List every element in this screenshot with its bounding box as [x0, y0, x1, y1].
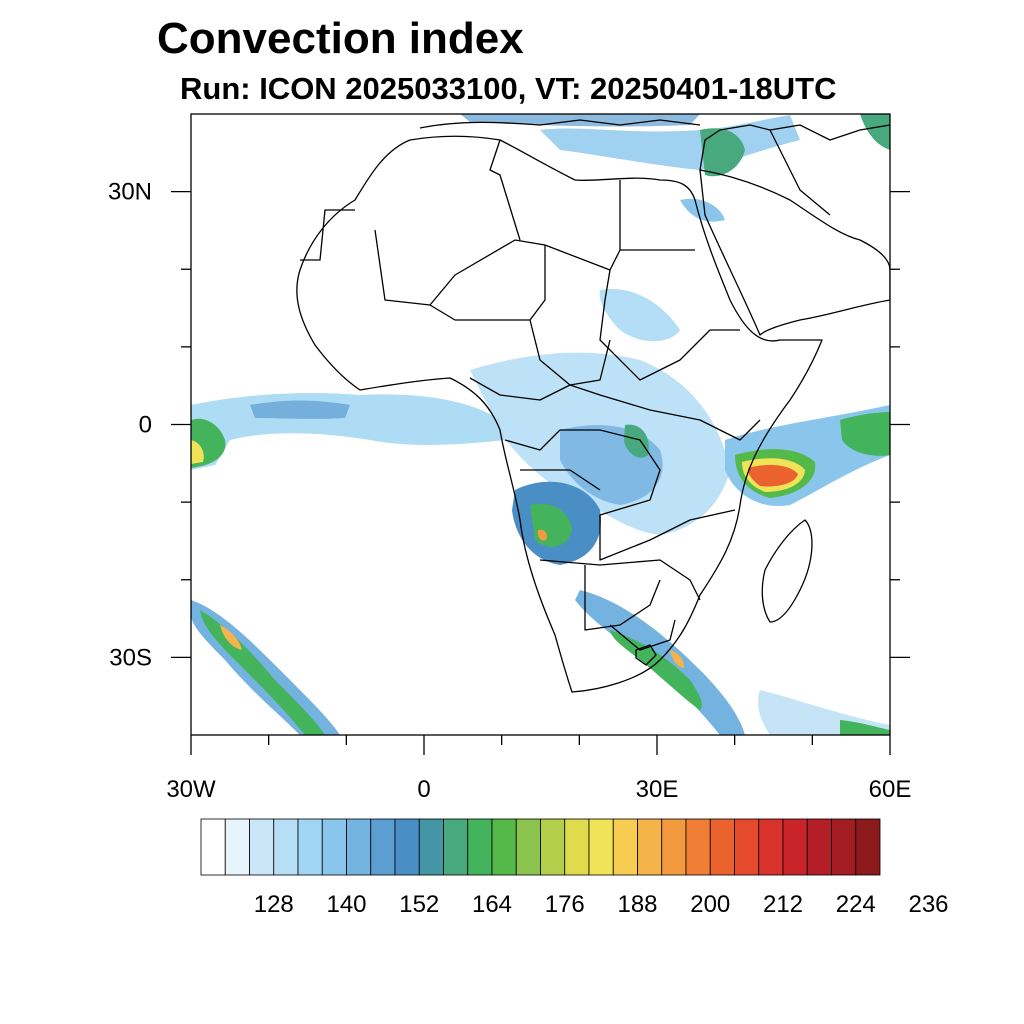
colorbar-swatch [588, 818, 614, 876]
border-line-6 [599, 269, 740, 381]
shading-congo-green [624, 424, 649, 458]
shading-atlantic-mid [250, 400, 350, 419]
convection-shading [191, 114, 890, 735]
colorbar-swatch [661, 818, 687, 876]
colorbar-swatch [443, 818, 469, 876]
border-line-8 [469, 377, 761, 441]
border-line-13 [609, 619, 676, 651]
colorbar-swatch [273, 818, 299, 876]
middle-east-border [769, 129, 831, 216]
lat-label: 30S [109, 644, 152, 671]
shading-atlantic-hot [191, 440, 204, 464]
lat-label: 0 [139, 412, 152, 439]
colorbar-label: 212 [763, 891, 803, 918]
colorbar-swatch [540, 818, 566, 876]
shading-atlantic-band [191, 393, 505, 470]
colorbar-swatch [491, 818, 517, 876]
colorbar-swatch [734, 818, 760, 876]
colorbar-swatch [806, 818, 832, 876]
arabia-coastline [699, 169, 890, 336]
axis-tick-labels: 30N 0 30S 30W 0 30E 60E [108, 179, 911, 803]
colorbar-swatch [612, 818, 638, 876]
border-line-5 [529, 245, 611, 386]
axis-ticks [171, 190, 910, 755]
colorbar-swatch [346, 818, 372, 876]
colorbar-swatch [394, 818, 420, 876]
colorbar-swatch [637, 818, 663, 876]
shading-southern-hot [670, 650, 685, 668]
shading-angola-hot [537, 529, 547, 541]
lon-label: 60E [869, 776, 912, 803]
colorbar-label: 128 [254, 891, 294, 918]
colorbar-swatch [200, 818, 226, 876]
border-line-12 [584, 565, 661, 631]
shading-levant [700, 128, 745, 177]
madagascar-coastline [761, 519, 813, 623]
shading-io-hot [748, 464, 798, 487]
colorbar-swatch [467, 818, 493, 876]
border-line-10 [520, 469, 601, 491]
colorbar-swatch [370, 818, 396, 876]
shading-red-sea-streak [680, 198, 725, 222]
lesotho-border [635, 644, 657, 666]
colorbar-label: 236 [908, 891, 948, 918]
shading-ne-corner [860, 114, 890, 150]
colorbar-label: 152 [399, 891, 439, 918]
shading-sahel [599, 289, 680, 342]
colorbar-swatch [224, 818, 250, 876]
map-subtitle: Run: ICON 2025033100, VT: 20250401-18UTC [180, 71, 837, 106]
colorbar-swatch [515, 818, 541, 876]
border-line-11 [539, 559, 701, 601]
colorbar-label: 140 [326, 891, 366, 918]
colorbar [200, 818, 881, 876]
colorbar-swatch [782, 818, 808, 876]
colorbar-swatch [685, 818, 711, 876]
shading-southern-core [610, 630, 702, 710]
border-line-9 [504, 429, 736, 561]
shading-sa-core [200, 610, 325, 735]
shading-sa-hot [220, 625, 242, 650]
colorbar-swatch [297, 818, 323, 876]
colorbar-swatch [855, 818, 881, 876]
coastlines-borders [296, 119, 890, 693]
shading-io-east [840, 412, 890, 456]
colorbar-swatch [831, 818, 857, 876]
shading-se-ocean-core [840, 720, 890, 735]
lon-label: 0 [417, 776, 430, 803]
lat-label: 30N [108, 179, 152, 206]
border-line-2 [374, 229, 695, 306]
colorbar-swatch [564, 818, 590, 876]
map-title: Convection index [157, 14, 524, 63]
colorbar-label: 200 [690, 891, 730, 918]
colorbar-label: 224 [836, 891, 876, 918]
colorbar-swatch [321, 818, 347, 876]
colorbar-swatch [249, 818, 275, 876]
colorbar-labels: 128 140 152 164 176 188 200 212 224 236 [254, 891, 949, 918]
colorbar-swatch [709, 818, 735, 876]
border-line-3 [489, 139, 521, 241]
colorbar-label: 176 [545, 891, 585, 918]
colorbar-swatch [418, 818, 444, 876]
border-line-7 [429, 304, 530, 321]
africa-coastline [296, 135, 823, 693]
lon-label: 30E [636, 776, 679, 803]
lon-label: 30W [166, 776, 216, 803]
colorbar-swatch [758, 818, 784, 876]
mediterranean-north-coast [419, 119, 701, 129]
colorbar-label: 164 [472, 891, 512, 918]
border-line-1 [300, 209, 355, 261]
colorbar-label: 188 [617, 891, 657, 918]
